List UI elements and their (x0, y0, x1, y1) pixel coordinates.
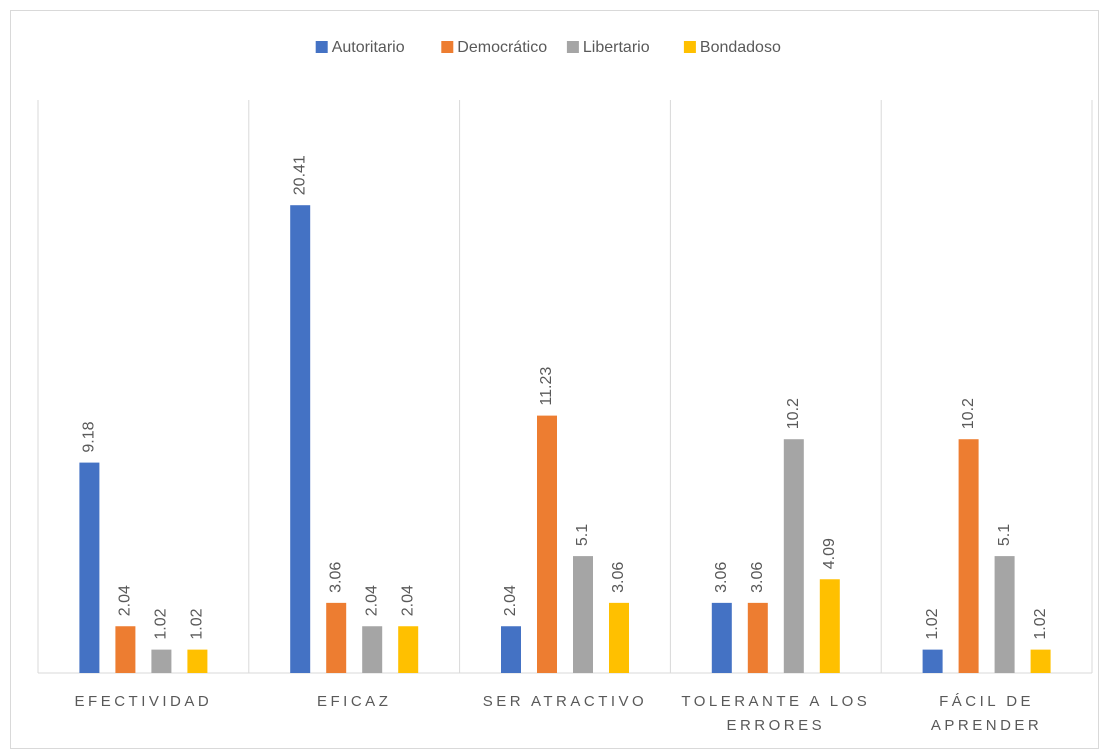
bar (501, 626, 521, 673)
data-label: 1.02 (153, 608, 170, 639)
bar (290, 205, 311, 673)
data-label: 9.18 (81, 421, 98, 452)
data-label: 3.06 (749, 562, 766, 593)
data-label: 3.06 (327, 562, 344, 593)
bar (573, 556, 593, 673)
legend-label: Autoritario (332, 39, 405, 56)
bar (187, 649, 208, 673)
bar (783, 439, 804, 673)
bar (79, 462, 100, 673)
x-tick-label: EFICAZ (317, 693, 392, 710)
data-label: 3.06 (713, 562, 730, 593)
legend-label: Bondadoso (700, 39, 781, 56)
legend-swatch (683, 41, 696, 53)
data-label: 2.04 (363, 585, 380, 616)
bar (151, 649, 172, 673)
legend-swatch (566, 41, 579, 53)
data-label: 1.02 (1032, 608, 1049, 639)
data-label: 10.2 (960, 398, 977, 429)
data-label: 5.1 (574, 524, 591, 546)
data-label: 3.06 (610, 562, 627, 593)
bar (398, 626, 419, 673)
data-label: 2.04 (399, 585, 416, 616)
data-label: 11.23 (538, 367, 555, 406)
data-label: 2.04 (502, 585, 519, 616)
bar (1030, 649, 1051, 673)
data-label: 1.02 (924, 608, 941, 639)
bar (609, 602, 629, 673)
data-label: 1.02 (189, 608, 206, 639)
bar (922, 649, 943, 673)
bar (326, 602, 347, 673)
x-tick-label: EFECTIVIDAD (74, 693, 213, 710)
x-tick-label: SER ATRACTIVO (482, 693, 648, 710)
data-label: 10.2 (785, 398, 802, 429)
bar (362, 626, 383, 673)
bar (958, 439, 979, 673)
legend-swatch (315, 41, 328, 53)
legend-swatch (441, 41, 454, 53)
bar (994, 556, 1015, 673)
data-label: 4.09 (821, 538, 838, 569)
bar (537, 415, 557, 673)
bar (747, 602, 768, 673)
legend-label: Democrático (457, 39, 547, 56)
bar (819, 579, 840, 673)
data-label: 5.1 (996, 524, 1013, 546)
x-tick-label: TOLERANTE A LOS ERRORES (681, 693, 871, 734)
data-label: 20.41 (291, 155, 308, 195)
bar (115, 626, 136, 673)
bar (711, 602, 732, 673)
legend-label: Libertario (583, 39, 650, 56)
data-label: 2.04 (117, 585, 134, 616)
x-tick-label: FÁCIL DE APRENDER (930, 693, 1043, 734)
